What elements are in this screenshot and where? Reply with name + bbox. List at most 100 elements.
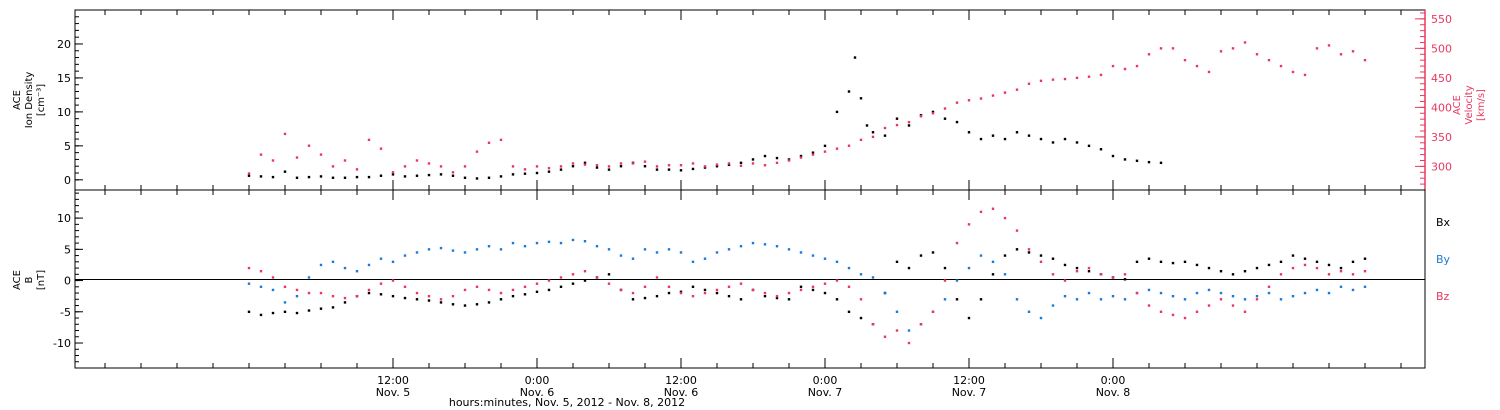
bx-point: [931, 251, 935, 254]
bx-point: [1279, 260, 1283, 264]
bz-point: [751, 288, 755, 292]
density-point: [847, 90, 851, 93]
density-point: [487, 176, 491, 179]
bz-point: [331, 294, 335, 298]
density-point: [283, 170, 287, 173]
density-point: [271, 175, 275, 179]
density-point: [727, 163, 731, 167]
bx-point: [1363, 257, 1367, 260]
by-point: [751, 241, 755, 245]
velocity-point: [475, 150, 479, 153]
density-point: [1027, 134, 1031, 137]
density-point: [379, 174, 383, 177]
bz-point: [1087, 266, 1091, 270]
density-point: [655, 168, 659, 171]
by-point: [487, 245, 491, 248]
bx-point: [667, 291, 671, 295]
density-point: [475, 177, 479, 180]
bx-point: [955, 298, 959, 301]
bz-point: [931, 310, 935, 313]
density-point: [403, 175, 407, 178]
density-point: [427, 173, 431, 177]
velocity-point: [1339, 53, 1343, 56]
velocity-point: [1219, 50, 1223, 53]
bz-point: [703, 291, 707, 295]
by-point: [667, 248, 671, 251]
velocity-point: [535, 165, 539, 168]
by-point: [295, 294, 299, 298]
bx-point: [991, 273, 995, 276]
density-point: [853, 56, 857, 59]
density-point: [979, 137, 983, 141]
bz-point: [1255, 298, 1259, 301]
density-point: [775, 156, 779, 160]
bx-point: [787, 298, 791, 301]
bz-point: [883, 335, 887, 338]
field-tick-label: -5: [60, 306, 71, 319]
bx-point: [979, 298, 983, 301]
by-point: [1291, 294, 1295, 298]
density-point: [799, 154, 803, 158]
bz-point: [1339, 269, 1343, 273]
bz-point: [667, 285, 671, 289]
bx-point: [319, 307, 323, 310]
by-point: [703, 257, 707, 260]
by-point: [655, 251, 659, 254]
time-tick-label: 12:00: [377, 374, 409, 387]
by-point: [343, 266, 347, 270]
density-point: [1135, 159, 1139, 162]
density-point: [619, 165, 623, 168]
density-point: [895, 117, 899, 120]
bx-point: [1219, 269, 1223, 273]
bz-point: [247, 266, 251, 270]
velocity-point: [643, 160, 647, 163]
bx-point: [403, 296, 407, 300]
density-point: [571, 165, 575, 168]
by-point: [643, 248, 647, 251]
by-point: [511, 241, 515, 245]
by-point: [1075, 298, 1079, 301]
bx-point: [259, 313, 263, 317]
bz-point: [1051, 273, 1055, 276]
density-point: [931, 110, 935, 114]
density-point: [463, 176, 467, 179]
velocity-tick-label: 450: [1431, 72, 1452, 85]
velocity-axis-title-line2: Velocity: [1464, 85, 1475, 124]
bx-point: [1171, 261, 1175, 265]
velocity-point: [451, 171, 455, 174]
field-axis-title-line1: ACE: [12, 270, 23, 290]
bz-point: [823, 282, 827, 285]
by-point: [787, 248, 791, 251]
bz-point: [1123, 273, 1127, 276]
density-point: [871, 131, 875, 134]
density-point: [883, 134, 887, 137]
velocity-point: [979, 97, 983, 100]
velocity-point: [967, 99, 971, 102]
velocity-point: [391, 171, 395, 174]
bx-point: [1195, 263, 1199, 267]
bz-point: [1183, 316, 1187, 320]
by-point: [391, 260, 395, 264]
bz-point: [403, 285, 407, 289]
bx-point: [391, 294, 395, 298]
velocity-point: [427, 162, 431, 165]
by-point: [895, 310, 899, 313]
time-tick-label: 0:00: [1101, 374, 1126, 387]
density-point: [811, 151, 815, 154]
bz-point: [835, 279, 839, 282]
bz-point: [571, 273, 575, 276]
legend-bx: Bx: [1436, 216, 1451, 229]
bz-point: [1291, 266, 1295, 270]
velocity-point: [907, 120, 911, 124]
by-point: [1003, 273, 1007, 276]
bz-point: [1303, 263, 1307, 267]
bx-point: [547, 288, 551, 292]
bx-point: [631, 298, 635, 301]
bz-point: [1207, 304, 1211, 307]
legend-bz: Bz: [1436, 290, 1450, 303]
velocity-point: [1327, 44, 1331, 47]
velocity-point: [823, 150, 827, 153]
density-axis-title-line2: Ion Density: [24, 72, 35, 129]
bx-point: [571, 282, 575, 285]
bz-point: [415, 291, 419, 295]
